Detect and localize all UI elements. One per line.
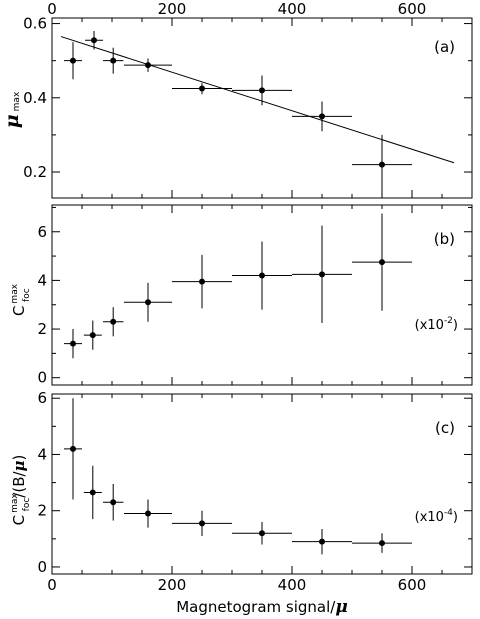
panel-c-ylabel: Cmax foc/(B/μ) xyxy=(10,455,32,526)
panel-b-ylabel: Cmax foc xyxy=(10,283,32,316)
x-tick-label-bottom: 200 xyxy=(158,576,187,594)
data-point xyxy=(379,540,385,547)
y-tick-label: 6 xyxy=(37,389,47,407)
data-point xyxy=(89,332,96,339)
y-tick-label: 2 xyxy=(37,320,47,338)
data-point xyxy=(319,113,325,120)
data-point xyxy=(145,62,151,69)
y-tick-label: 0 xyxy=(37,558,47,576)
panel-b-label: (b) xyxy=(434,230,455,248)
data-point xyxy=(379,259,385,266)
panel-c-marks: 0 200 400 600 0 2 4 6 xyxy=(37,389,473,594)
data-point xyxy=(70,340,76,347)
x-tick-label-top: 200 xyxy=(158,0,187,18)
y-tick-label: 0.2 xyxy=(23,163,47,181)
data-point xyxy=(259,530,265,537)
x-tick-label-top: 0 xyxy=(47,0,57,18)
data-point xyxy=(319,538,325,545)
y-tick-label: 4 xyxy=(37,445,47,463)
x-tick-label-bottom: 600 xyxy=(398,576,427,594)
panel-a: (a) μmax 0 200 400 600 0.2 0.4 0.6 xyxy=(1,0,473,199)
data-point xyxy=(70,57,76,64)
x-axis-title: Magnetogram signal/μ xyxy=(176,597,348,617)
data-point xyxy=(89,489,96,496)
data-point xyxy=(110,57,117,64)
y-tick-label: 0 xyxy=(37,369,47,387)
x-tick-label-bottom: 0 xyxy=(47,576,57,594)
data-point xyxy=(259,87,265,94)
data-point xyxy=(259,272,265,279)
data-point xyxy=(91,37,97,44)
data-point xyxy=(199,85,205,92)
panel-c-label: (c) xyxy=(435,419,455,437)
panel-a-marks: 0 200 400 600 0.2 0.4 0.6 xyxy=(23,0,473,198)
x-tick-label-top: 600 xyxy=(398,0,427,18)
data-point xyxy=(145,510,151,517)
panel-c-frame xyxy=(51,393,473,575)
panel-b: (b) (x10-2) Cmax foc 0 2 4 6 xyxy=(10,204,473,387)
panel-b-marks: 0 2 4 6 xyxy=(37,205,473,387)
data-point xyxy=(110,499,117,506)
y-tick-label: 0.6 xyxy=(23,15,47,33)
panel-c-scale-factor: (x10-4) xyxy=(415,508,458,525)
panel-a-ylabel: μmax xyxy=(1,91,23,128)
data-point xyxy=(145,299,151,306)
data-point xyxy=(70,445,76,452)
y-tick-label: 0.4 xyxy=(23,89,47,107)
y-tick-label: 2 xyxy=(37,502,47,520)
y-tick-label: 4 xyxy=(37,271,47,289)
x-tick-label-top: 400 xyxy=(278,0,307,18)
data-point xyxy=(110,318,117,325)
data-point xyxy=(199,520,205,527)
y-tick-label: 6 xyxy=(37,223,47,241)
panel-a-frame xyxy=(51,17,473,199)
fit-line xyxy=(60,36,455,164)
x-tick-label-bottom: 400 xyxy=(278,576,307,594)
data-point xyxy=(379,161,385,168)
panel-c: (c) (x10-4) Cmax foc/(B/μ) Magnetogram si… xyxy=(10,389,473,617)
panel-b-scale-factor: (x10-2) xyxy=(415,316,458,333)
data-point xyxy=(319,271,325,278)
panel-a-label: (a) xyxy=(434,38,455,56)
data-point xyxy=(199,278,205,285)
